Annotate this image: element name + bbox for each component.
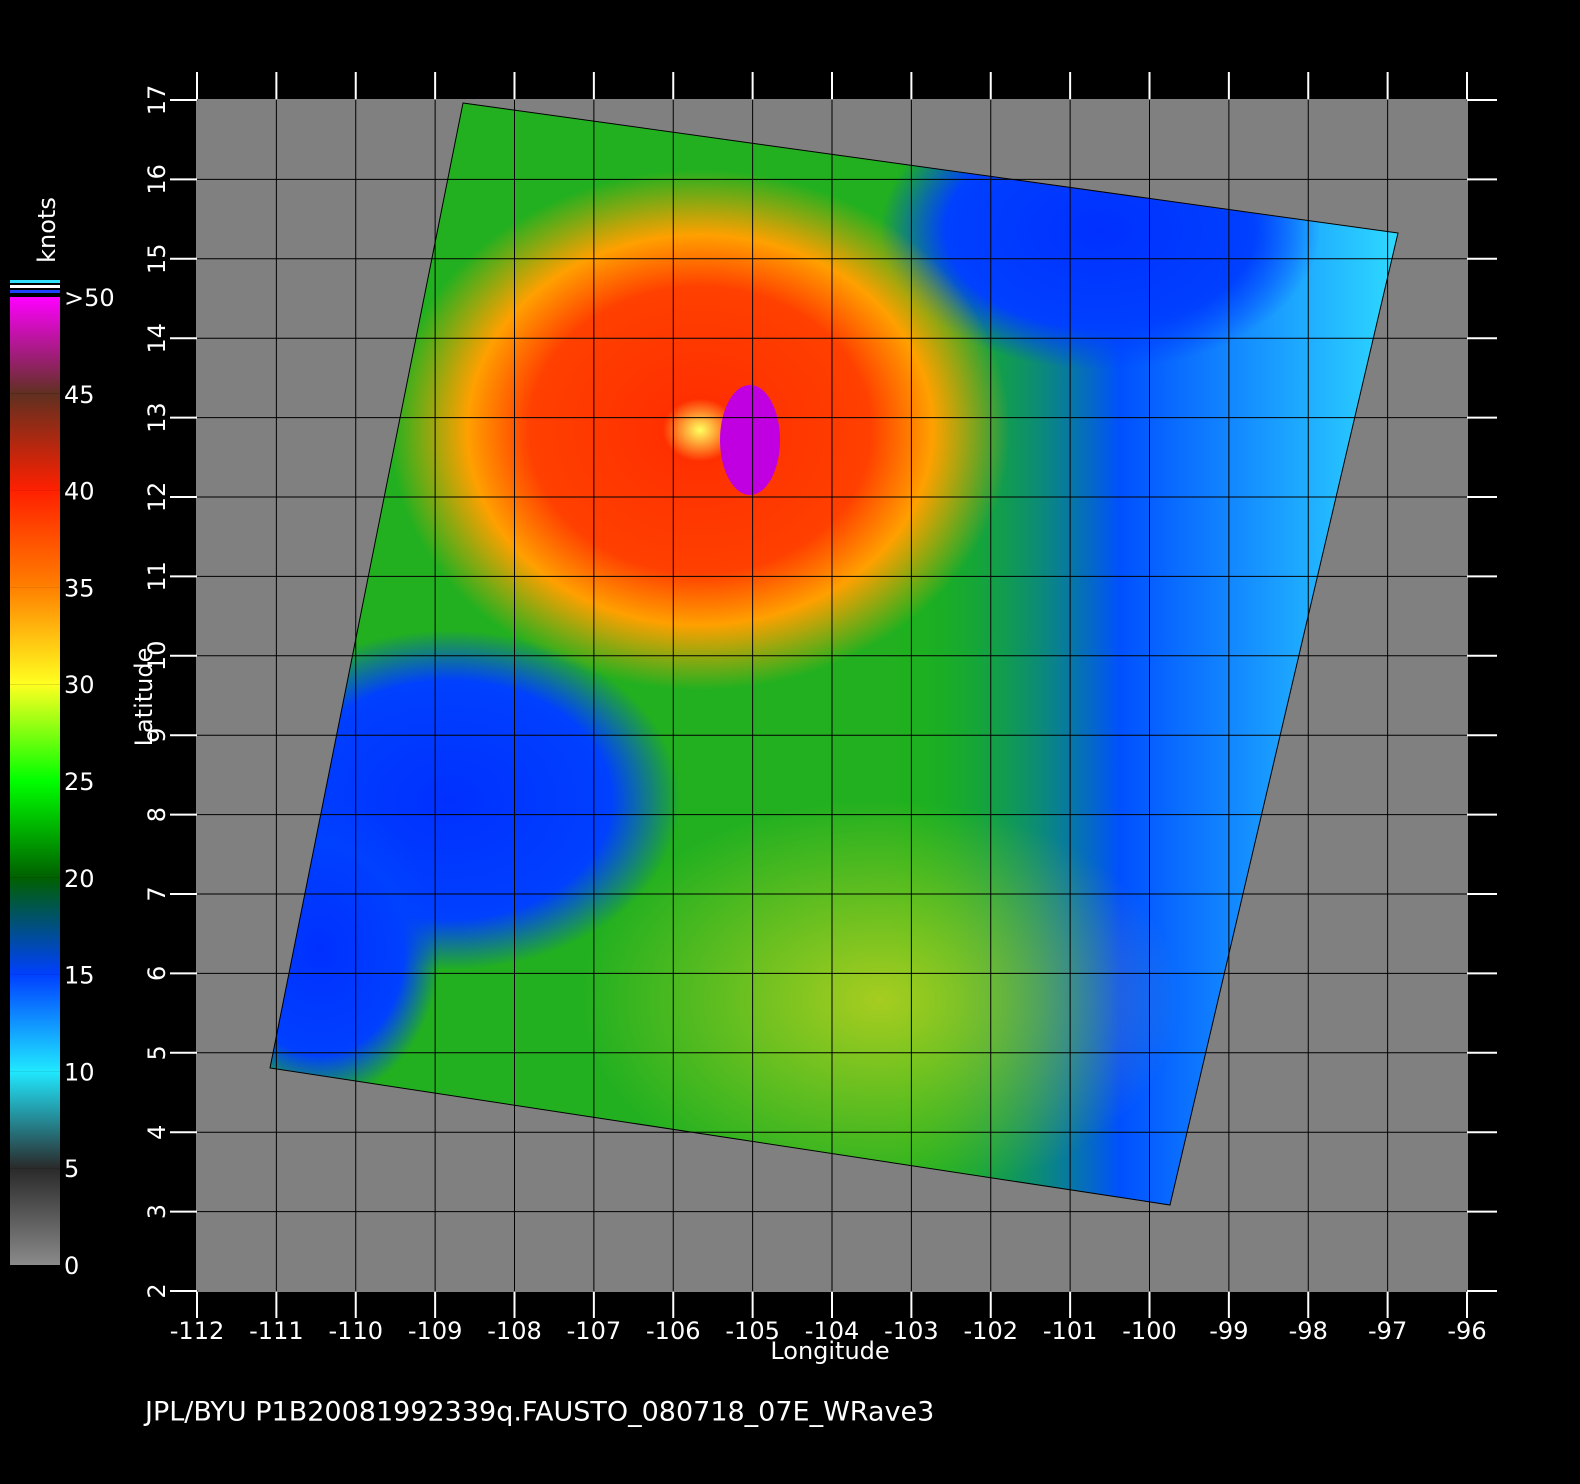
y-tick-label: 8: [143, 807, 171, 822]
colorbar-band: [10, 684, 60, 781]
y-tick-label: 4: [143, 1125, 171, 1140]
y-tick-label: 14: [143, 323, 171, 354]
x-tick-label: -107: [567, 1317, 621, 1345]
colorbar-tick-label: 5: [64, 1155, 79, 1183]
colorbar-decor: [10, 285, 60, 288]
footer: JPL/BYU P1B20081992339q.FAUSTO_080718_07…: [143, 1397, 934, 1428]
y-axis-label: Latitude: [130, 648, 158, 747]
x-tick-label: -101: [1043, 1317, 1097, 1345]
x-tick-label: -97: [1368, 1317, 1407, 1345]
colorbar-decor: [10, 290, 60, 293]
colorbar-tick-label: 40: [64, 478, 95, 506]
colorbar-tick-label: 25: [64, 768, 95, 796]
y-tick-label: 3: [143, 1204, 171, 1219]
colorbar-tick-label: 20: [64, 865, 95, 893]
colorbar-band: [10, 974, 60, 1072]
y-tick-label: 6: [143, 966, 171, 981]
colorbar-band: [10, 393, 60, 491]
colorbar-tick-label: 30: [64, 671, 95, 699]
x-tick-label: -109: [408, 1317, 462, 1345]
y-tick-label: 16: [143, 164, 171, 195]
x-tick-label: -111: [249, 1317, 303, 1345]
colorbar-band: [10, 781, 60, 878]
colorbar-band: [10, 587, 60, 685]
colorbar-band: [10, 490, 60, 588]
x-tick-label: -105: [725, 1317, 779, 1345]
y-tick-label: 13: [143, 402, 171, 433]
colorbar-tick-label: 0: [64, 1252, 79, 1280]
swath-outline: [269, 102, 1399, 1206]
colorbar-tick-label: 15: [64, 962, 95, 990]
colorbar-decor: [10, 280, 60, 283]
y-tick-label: 12: [143, 482, 171, 513]
y-tick-label: 9: [143, 728, 171, 743]
x-tick-label: -110: [329, 1317, 383, 1345]
y-tick-label: 7: [143, 886, 171, 901]
colorbar: knots 0 5 10 15 20 25 30 35 40 45 >50: [10, 197, 115, 1280]
colorbar-tick-label: >50: [64, 284, 115, 312]
colorbar-band: [10, 1168, 60, 1265]
x-tick-label: -99: [1209, 1317, 1248, 1345]
axes: -112 -111 -110 -109 -108 -107 -106 -105 -104 -103…: [143, 72, 1497, 1345]
x-tick-label: -104: [805, 1317, 859, 1345]
colorbar-title: knots: [33, 197, 61, 263]
colorbar-band: [10, 1071, 60, 1169]
x-tick-label: -102: [964, 1317, 1018, 1345]
x-tick-label: -112: [170, 1317, 224, 1345]
colorbar-band: [10, 297, 60, 394]
x-tick-label: -100: [1122, 1317, 1176, 1345]
colorbar-band: [10, 877, 60, 975]
colorbar-tick-label: 10: [64, 1058, 95, 1086]
x-tick-label: -103: [884, 1317, 938, 1345]
y-tick-label: 11: [143, 561, 171, 592]
y-tick-label: 15: [143, 244, 171, 275]
y-tick-label: 10: [143, 641, 171, 672]
x-tick-label: -108: [487, 1317, 541, 1345]
y-tick-label: 17: [143, 85, 171, 116]
x-tick-label: -98: [1289, 1317, 1328, 1345]
x-tick-label: -106: [646, 1317, 700, 1345]
x-axis-label: Longitude: [770, 1337, 889, 1365]
colorbar-tick-label: 35: [64, 574, 95, 602]
colorbar-tick-label: 45: [64, 381, 95, 409]
x-tick-label: -96: [1447, 1317, 1486, 1345]
y-tick-label: 2: [143, 1283, 171, 1298]
y-tick-label: 5: [143, 1045, 171, 1060]
